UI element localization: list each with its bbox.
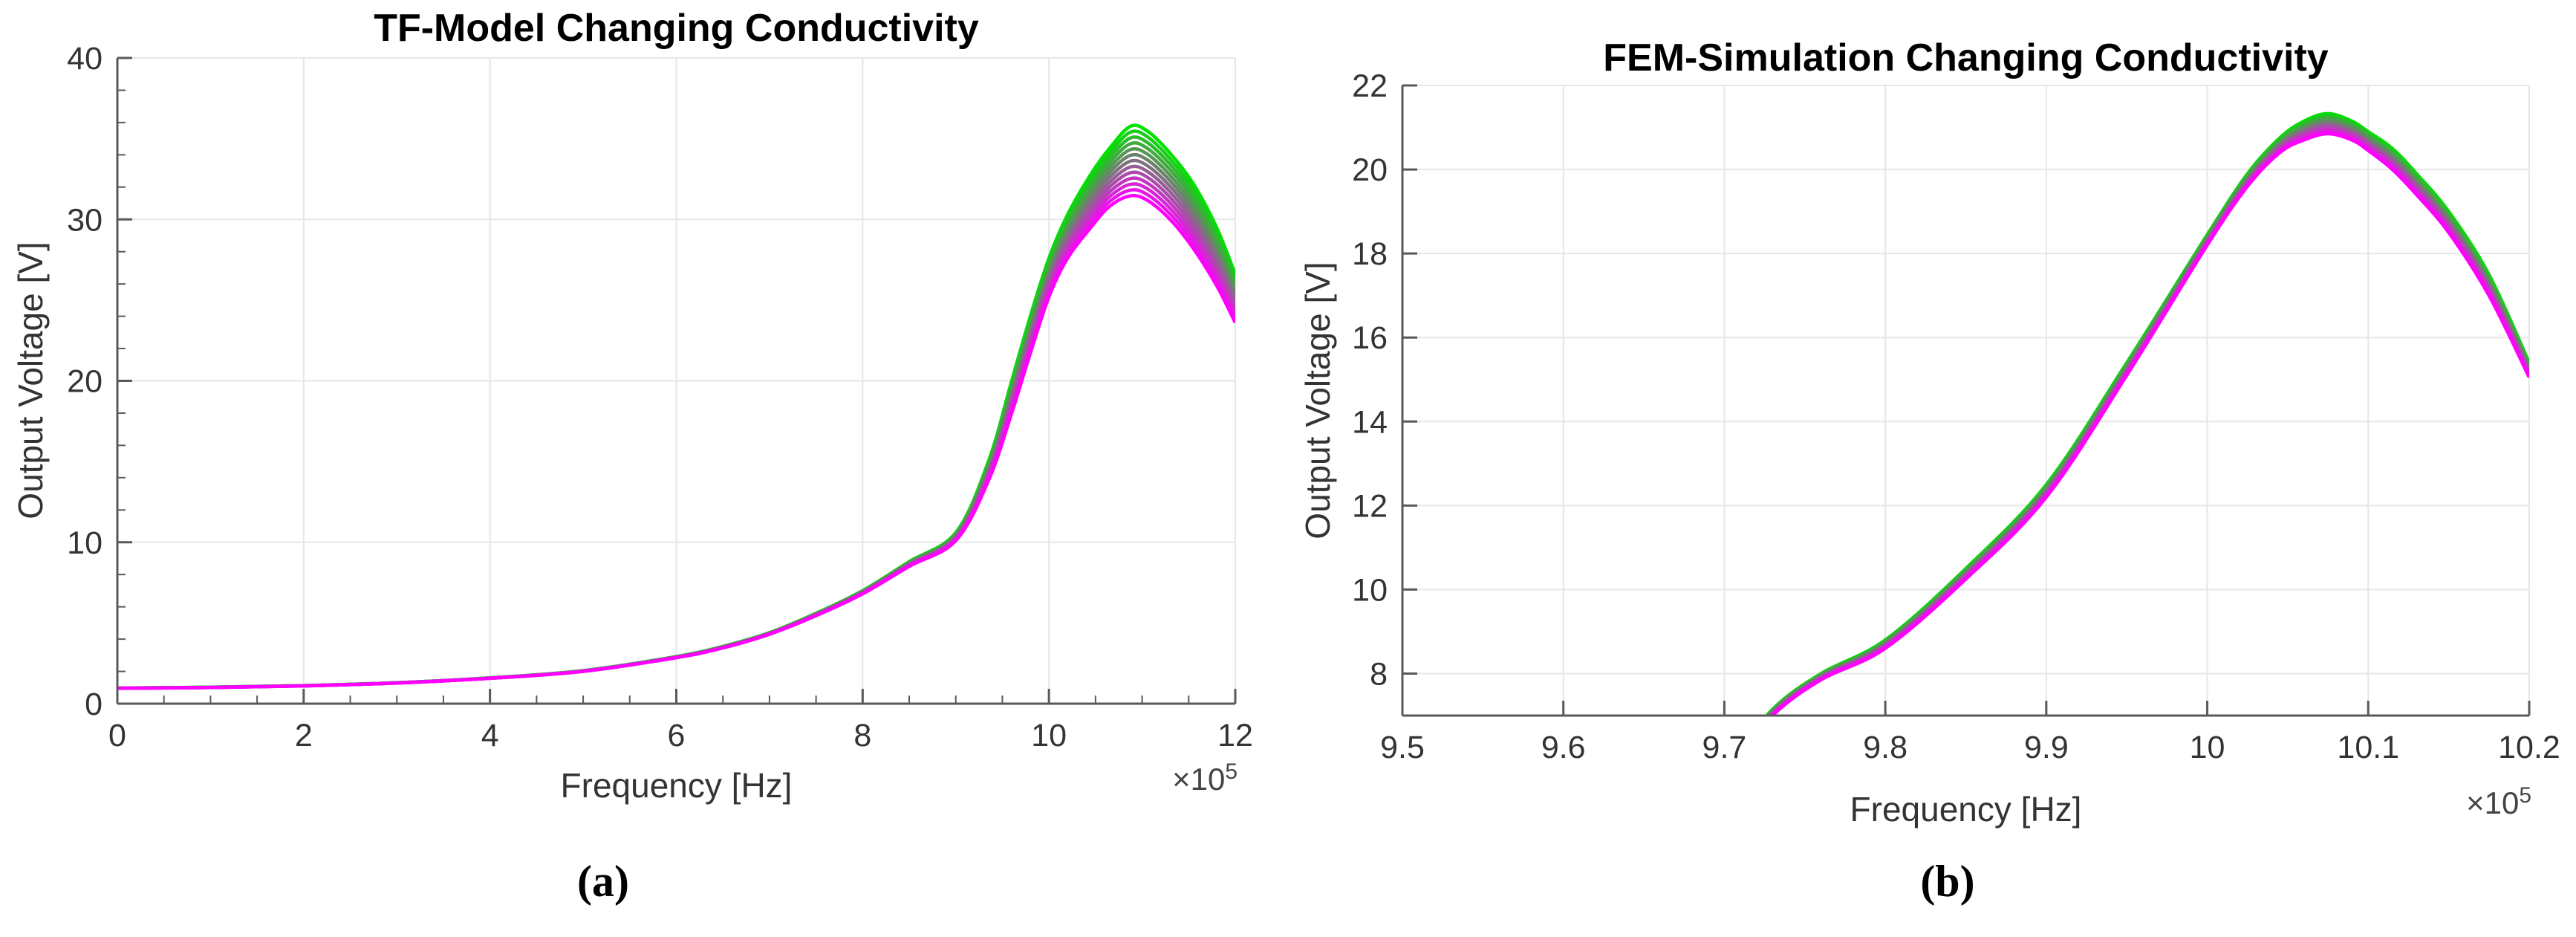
- svg-text:9.8: 9.8: [1863, 730, 1907, 765]
- svg-text:22: 22: [1352, 68, 1388, 104]
- svg-text:9.5: 9.5: [1380, 730, 1425, 765]
- right-plot-title: FEM-Simulation Changing Conductivity: [1603, 36, 2329, 80]
- svg-text:18: 18: [1352, 236, 1388, 272]
- svg-text:14: 14: [1352, 404, 1388, 440]
- svg-text:10: 10: [1352, 572, 1388, 608]
- svg-text:10: 10: [2190, 730, 2225, 765]
- svg-text:0: 0: [85, 687, 103, 722]
- fem-simulation-curves: [1764, 111, 2529, 716]
- left-x-axis-label: Frequency [Hz]: [560, 766, 793, 805]
- svg-text:10: 10: [67, 525, 103, 561]
- subfigure-caption-a: (a): [577, 857, 629, 906]
- svg-text:40: 40: [67, 41, 103, 77]
- svg-text:9.6: 9.6: [1541, 730, 1586, 765]
- fem-simulation-plot: 9.5 9.6 9.7 9.8 9.9 10 10.1 10.2 8 10 12 14 16 18 20 22: [1352, 68, 2560, 765]
- svg-text:0: 0: [108, 718, 126, 753]
- svg-text:12: 12: [1352, 488, 1388, 524]
- svg-text:20: 20: [67, 364, 103, 400]
- tf-model-curves: [117, 123, 1235, 690]
- right-y-axis-label: Output Voltage [V]: [1298, 262, 1337, 539]
- svg-text:8: 8: [1370, 656, 1388, 692]
- svg-text:20: 20: [1352, 152, 1388, 188]
- left-plot-title: TF-Model Changing Conductivity: [374, 7, 979, 50]
- svg-text:4: 4: [481, 718, 499, 753]
- svg-text:6: 6: [668, 718, 686, 753]
- svg-text:10: 10: [1031, 718, 1067, 753]
- svg-text:9.9: 9.9: [2024, 730, 2069, 765]
- svg-text:10.2: 10.2: [2498, 730, 2560, 765]
- svg-text:12: 12: [1217, 718, 1253, 753]
- svg-text:9.7: 9.7: [1702, 730, 1747, 765]
- tf-model-plot: 0 2 4 6 8 10 12 0 10 20 30 40: [67, 41, 1253, 753]
- right-x-scale-label: ×105: [2466, 783, 2531, 820]
- right-x-axis-label: Frequency [Hz]: [1850, 790, 2082, 829]
- subfigure-caption-b: (b): [1920, 857, 1975, 906]
- left-x-scale-label: ×105: [1172, 759, 1237, 797]
- svg-text:10.1: 10.1: [2337, 730, 2399, 765]
- svg-text:2: 2: [295, 718, 313, 753]
- svg-text:30: 30: [67, 202, 103, 238]
- left-y-axis-label: Output Voltage [V]: [11, 241, 50, 519]
- svg-text:8: 8: [853, 718, 871, 753]
- svg-text:16: 16: [1352, 320, 1388, 356]
